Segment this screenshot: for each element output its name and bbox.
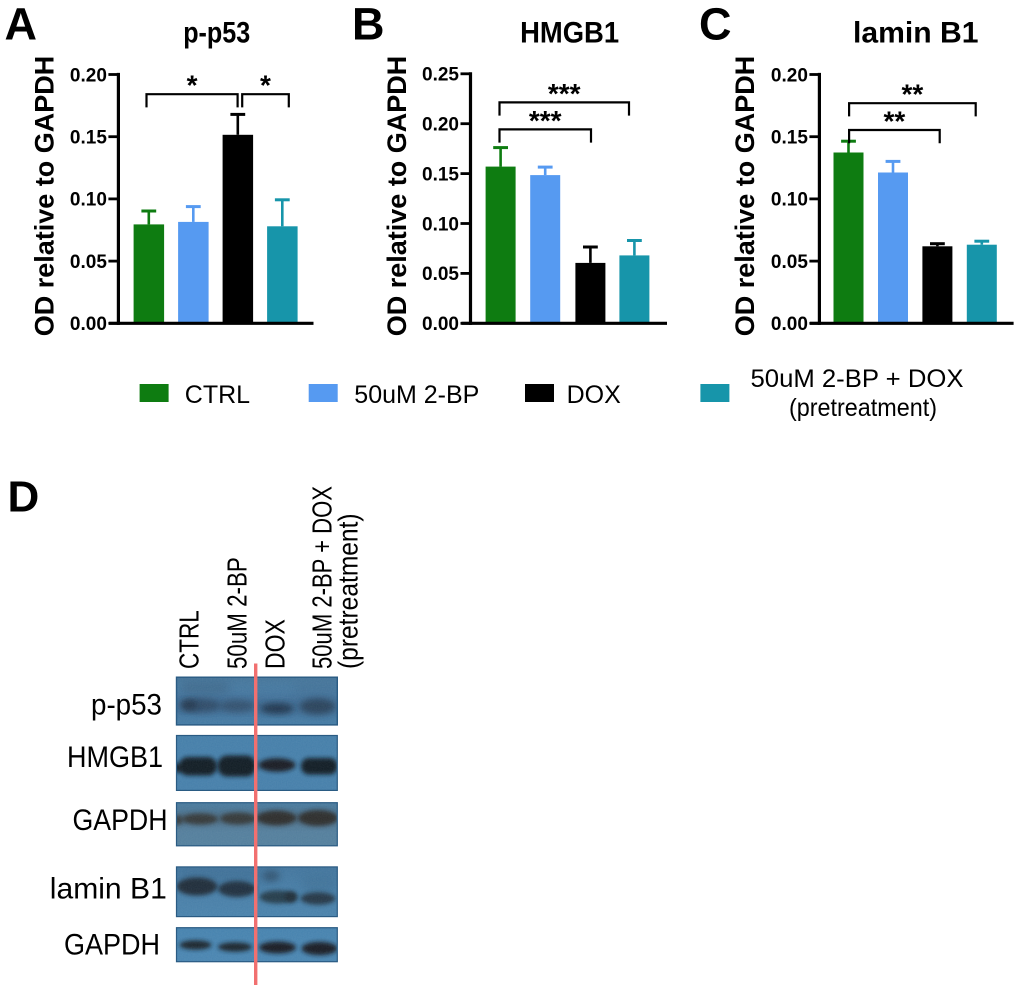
svg-text:CTRL: CTRL [174, 610, 205, 669]
svg-text:0.00: 0.00 [771, 314, 808, 335]
svg-text:0.00: 0.00 [70, 314, 107, 335]
svg-text:OD relative to GAPDH: OD relative to GAPDH [730, 56, 760, 337]
svg-text:50uM 2-BP: 50uM 2-BP [354, 381, 479, 409]
svg-text:(pretreatment): (pretreatment) [333, 513, 364, 669]
svg-text:B: B [352, 0, 385, 50]
svg-text:0.20: 0.20 [422, 115, 459, 136]
svg-text:*: * [260, 70, 271, 101]
svg-text:0.25: 0.25 [422, 65, 459, 86]
svg-text:DOX: DOX [567, 381, 622, 409]
svg-text:0.15: 0.15 [70, 128, 107, 149]
svg-text:**: ** [902, 79, 924, 110]
svg-text:0.05: 0.05 [422, 264, 459, 285]
svg-text:DOX: DOX [259, 619, 290, 669]
svg-text:0.10: 0.10 [771, 190, 808, 211]
svg-text:GAPDH: GAPDH [73, 804, 168, 837]
svg-text:***: *** [529, 105, 562, 136]
svg-text:lamin B1: lamin B1 [853, 17, 979, 50]
svg-text:C: C [699, 0, 732, 50]
svg-text:CTRL: CTRL [185, 381, 250, 409]
svg-text:OD relative to GAPDH: OD relative to GAPDH [30, 56, 60, 337]
svg-text:A: A [5, 0, 38, 50]
svg-text:0.05: 0.05 [70, 252, 107, 273]
svg-text:*: * [187, 70, 198, 101]
svg-text:HMGB1: HMGB1 [520, 17, 619, 50]
svg-text:lamin B1: lamin B1 [50, 872, 167, 905]
svg-text:(pretreatment): (pretreatment) [789, 394, 937, 422]
svg-text:***: *** [548, 78, 581, 109]
svg-text:p-p53: p-p53 [91, 688, 162, 721]
svg-text:**: ** [884, 106, 906, 137]
svg-text:50uM 2-BP + DOX: 50uM 2-BP + DOX [751, 365, 964, 393]
svg-text:0.15: 0.15 [771, 128, 808, 149]
svg-text:50uM 2-BP: 50uM 2-BP [222, 557, 253, 669]
svg-text:D: D [8, 473, 40, 522]
svg-text:0.10: 0.10 [422, 214, 459, 235]
svg-text:OD relative to GAPDH: OD relative to GAPDH [382, 56, 412, 337]
svg-text:p-p53: p-p53 [183, 17, 250, 50]
svg-text:GAPDH: GAPDH [64, 929, 160, 962]
svg-text:0.00: 0.00 [422, 314, 459, 335]
svg-text:0.10: 0.10 [70, 190, 107, 211]
svg-text:50uM 2-BP + DOX: 50uM 2-BP + DOX [307, 486, 338, 669]
svg-text:0.15: 0.15 [422, 164, 459, 185]
svg-text:0.20: 0.20 [771, 65, 808, 86]
svg-text:HMGB1: HMGB1 [67, 741, 163, 774]
svg-text:0.05: 0.05 [771, 252, 808, 273]
svg-text:0.20: 0.20 [70, 65, 107, 86]
